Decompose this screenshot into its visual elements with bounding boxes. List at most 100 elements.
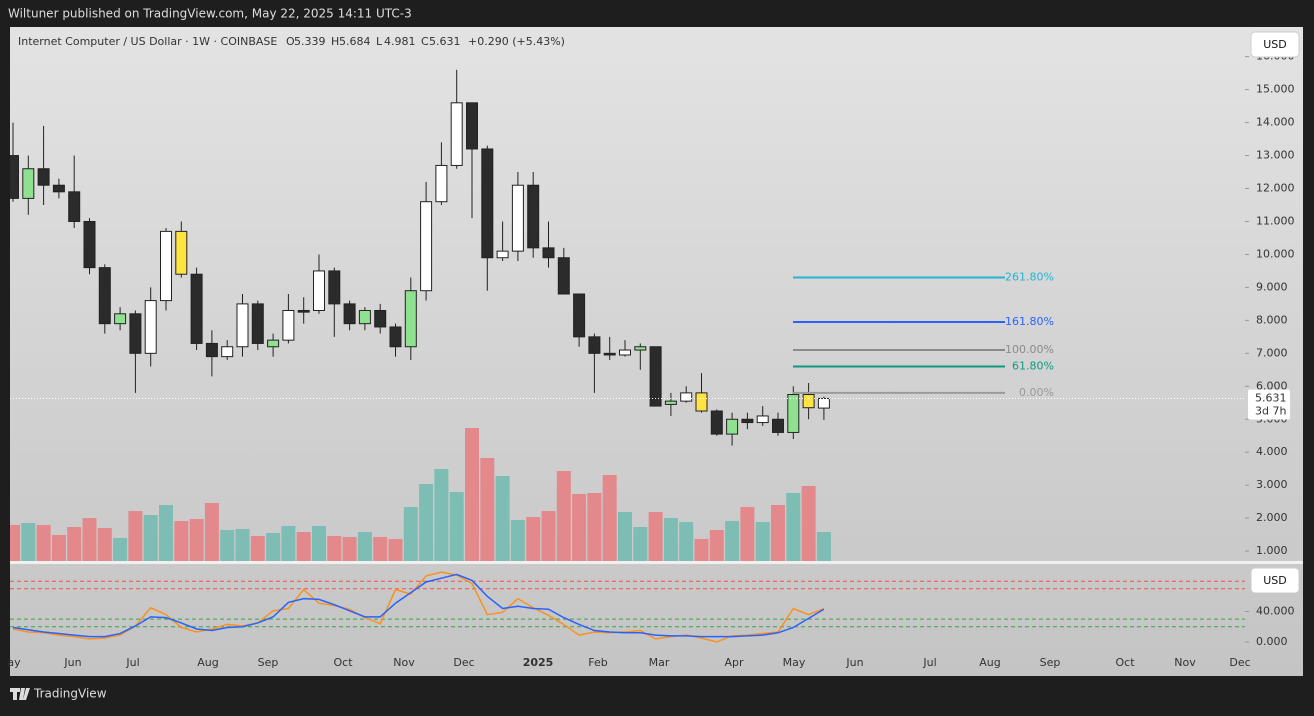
volume-bar — [816, 532, 831, 561]
candle-body — [466, 102, 478, 150]
x-tick-label: Jul — [922, 656, 936, 669]
candle-body — [496, 250, 509, 259]
candle-body — [588, 336, 601, 354]
volume-bar — [281, 526, 296, 561]
currency-button[interactable] — [1250, 31, 1300, 58]
volume-bar — [587, 493, 602, 561]
volume-bar — [10, 525, 20, 561]
volume-bar — [755, 522, 770, 561]
candle-body — [37, 168, 50, 186]
candle-body — [98, 267, 111, 325]
currency-label[interactable]: USD — [1263, 38, 1287, 51]
fib-label: 61.80% — [1012, 360, 1054, 373]
x-tick-label: ay — [7, 656, 21, 669]
y-tick-label: 15.000 — [1256, 83, 1295, 96]
x-tick-label: Aug — [979, 656, 1000, 669]
x-tick-label: Nov — [393, 656, 415, 669]
candle-body — [756, 415, 769, 424]
y-tick-label: 10.000 — [1256, 247, 1295, 260]
volume-bar — [403, 507, 418, 561]
volume-bar — [786, 493, 801, 561]
candle-body — [802, 394, 815, 409]
y-tick-label: 3.000 — [1256, 478, 1288, 491]
candle-body — [420, 201, 433, 292]
candle-body — [542, 247, 555, 259]
y-tick-label: 14.000 — [1256, 116, 1295, 129]
y-tick-label: 11.000 — [1256, 214, 1295, 227]
candle-body — [10, 155, 19, 199]
y-tick-label: 4.000 — [1256, 445, 1288, 458]
volume-bar — [113, 538, 128, 561]
candle-body — [205, 342, 218, 358]
volume-bar — [679, 522, 694, 561]
candle-body — [435, 164, 448, 203]
ohlc-key: C — [421, 35, 429, 48]
volume-bar — [174, 521, 189, 561]
candle-body — [313, 270, 325, 311]
currency-button[interactable] — [1250, 567, 1300, 594]
volume-bar — [709, 530, 724, 561]
volume-bar — [572, 494, 587, 561]
volume-bar — [373, 537, 388, 561]
volume-bar — [633, 527, 648, 561]
volume-bar — [648, 512, 663, 561]
currency-label[interactable]: USD — [1263, 574, 1287, 587]
candle-body — [404, 290, 417, 348]
candle-body — [236, 303, 249, 348]
candle-body — [160, 230, 172, 302]
oscillator-line — [12, 573, 825, 638]
candle-body — [603, 352, 616, 356]
candle-body — [680, 392, 693, 402]
countdown: 3d 7h — [1255, 404, 1286, 417]
candle-body — [741, 418, 754, 424]
fib-label: 0.00% — [1019, 386, 1054, 399]
candle-body — [22, 168, 35, 199]
candle-body — [557, 257, 570, 295]
volume-bar — [510, 520, 525, 561]
candle-body — [787, 394, 800, 433]
candle-body — [251, 303, 264, 344]
volume-bar — [220, 530, 235, 561]
volume-bar — [495, 476, 510, 561]
volume-bar — [97, 528, 112, 561]
candle-body — [649, 346, 662, 407]
candle-body — [634, 346, 647, 351]
y-tick-label: 8.000 — [1256, 313, 1288, 326]
x-tick-label: Aug — [197, 656, 218, 669]
volume-bar — [480, 458, 495, 561]
candle-body — [52, 184, 65, 193]
x-tick-label: Sep — [1040, 656, 1061, 669]
change: +0.290 (+5.43%) — [468, 35, 565, 48]
x-tick-label: May — [783, 656, 806, 669]
x-tick-label: Oct — [1115, 656, 1135, 669]
fib-label: 161.80% — [1005, 315, 1054, 328]
volume-bar — [312, 526, 326, 561]
y-tick-label: 12.000 — [1256, 182, 1295, 195]
volume-bar — [36, 525, 51, 561]
symbol-title: Internet Computer / US Dollar · 1W · COI… — [18, 35, 277, 48]
candle-body — [772, 418, 784, 433]
ohlc-value: 5.631 — [429, 35, 461, 48]
publisher: Wiltuner published on TradingView.com, M… — [8, 7, 412, 21]
volume-bar — [128, 511, 143, 561]
candle-body — [358, 309, 371, 325]
pane-divider — [10, 561, 1303, 564]
volume-bar — [388, 539, 403, 561]
candle-body — [343, 303, 356, 325]
candle-body — [267, 339, 280, 348]
volume-bar — [204, 503, 219, 561]
ohlc-value: 5.684 — [339, 35, 371, 48]
x-tick-label: Oct — [333, 656, 353, 669]
volume-bar — [434, 469, 449, 561]
volume-bar — [602, 475, 617, 561]
candle-body — [282, 309, 295, 341]
y-tick-label: 2.000 — [1256, 511, 1288, 524]
candle-body — [726, 418, 739, 435]
volume-bar — [357, 532, 372, 561]
x-tick-label: Nov — [1174, 656, 1196, 669]
volume-bar — [556, 471, 571, 561]
x-tick-label: Feb — [588, 656, 607, 669]
volume-bar — [67, 527, 82, 561]
candle-body — [221, 346, 234, 358]
